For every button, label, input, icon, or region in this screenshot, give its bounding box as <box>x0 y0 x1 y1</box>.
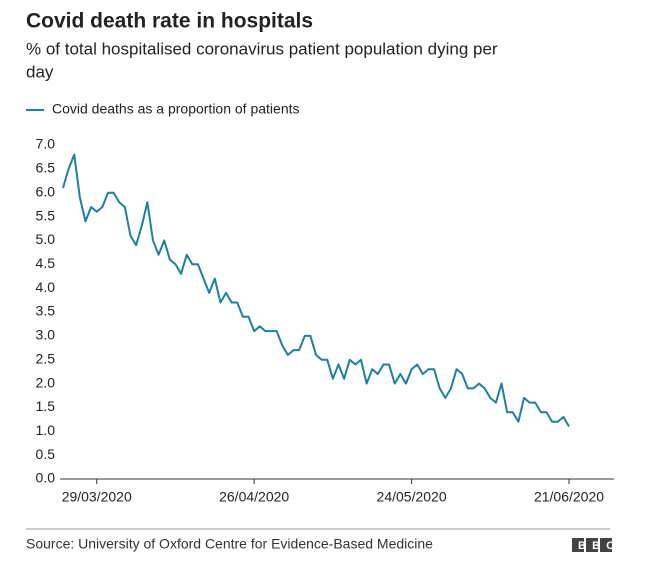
chart-subtitle: day <box>26 62 54 81</box>
chart-title: Covid death rate in hospitals <box>26 10 313 33</box>
y-tick-label: 3.0 <box>36 327 56 343</box>
x-tick-label: 29/03/2020 <box>62 489 132 505</box>
y-tick-label: 6.0 <box>36 183 56 199</box>
logo: BBC <box>578 540 620 552</box>
y-tick-label: 1.0 <box>36 422 56 438</box>
x-tick-label: 21/06/2020 <box>534 489 604 505</box>
legend-label: Covid deaths as a proportion of patients <box>52 101 300 117</box>
y-tick-label: 4.5 <box>36 255 56 271</box>
source: Source: University of Oxford Centre for … <box>26 536 433 552</box>
y-tick-label: 3.5 <box>36 303 56 319</box>
y-tick-label: 7.0 <box>36 136 56 152</box>
data-line <box>62 153 570 428</box>
y-tick-label: 2.5 <box>36 350 56 366</box>
logo-box <box>572 538 584 552</box>
y-tick-label: 6.5 <box>36 160 56 176</box>
logo-box <box>600 538 612 552</box>
y-tick-label: 0.0 <box>36 470 56 486</box>
x-tick-label: 24/05/2020 <box>377 489 447 505</box>
chart-subtitle: % of total hospitalised coronavirus pati… <box>26 39 498 58</box>
y-tick-label: 2.0 <box>36 374 56 390</box>
y-tick-label: 1.5 <box>36 398 56 414</box>
y-tick-label: 5.0 <box>36 231 56 247</box>
y-tick-label: 4.0 <box>36 279 56 295</box>
y-tick-label: 5.5 <box>36 207 56 223</box>
logo-box <box>586 538 598 552</box>
x-tick-label: 26/04/2020 <box>219 489 289 505</box>
y-tick-label: 0.5 <box>36 446 56 462</box>
